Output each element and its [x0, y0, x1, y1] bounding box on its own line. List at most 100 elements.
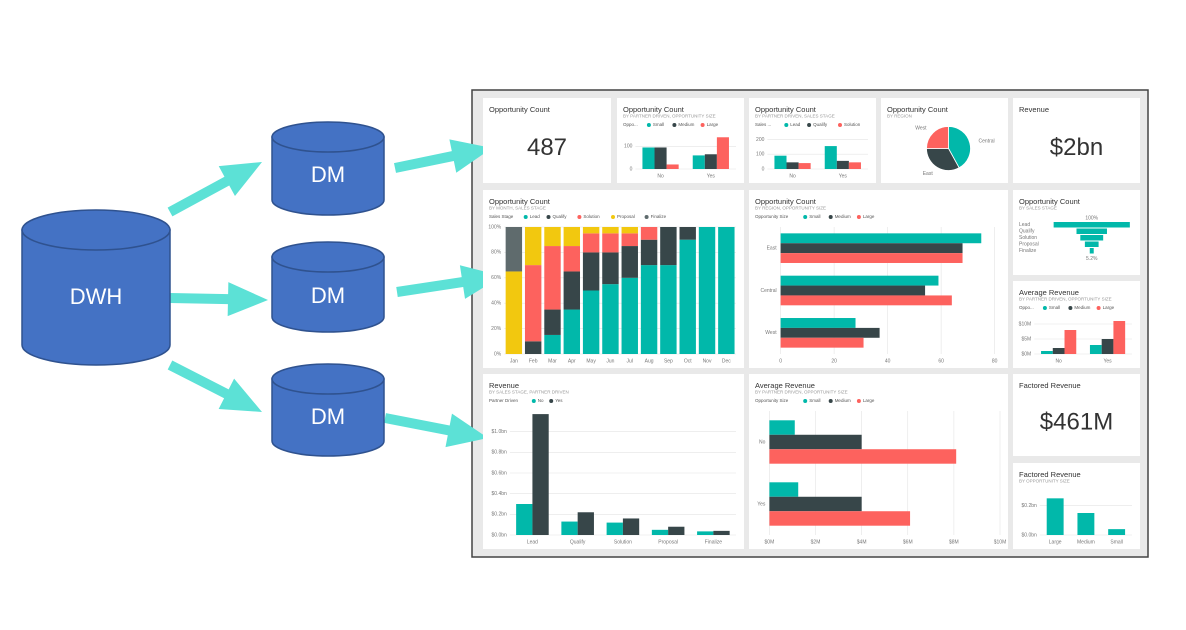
x-tick-label: Nov — [703, 358, 712, 364]
legend-label: Large — [863, 214, 875, 219]
y-tick-label: 200 — [756, 137, 765, 143]
legend-label: Solution — [844, 122, 861, 127]
legend-dot — [546, 215, 551, 219]
bar — [606, 522, 623, 535]
legend-label: Small — [809, 398, 820, 403]
legend-dot — [828, 399, 833, 403]
y-tick-label: 100% — [488, 224, 501, 230]
bar — [769, 496, 862, 512]
x-tick-label: Medium — [1077, 539, 1095, 545]
bar — [780, 253, 963, 263]
bar-segment — [524, 341, 542, 354]
pie-label: West — [915, 125, 927, 131]
bar-segment — [563, 227, 581, 247]
bar-segment — [563, 271, 581, 310]
legend-label: Yes — [555, 398, 563, 403]
bar-segment — [602, 233, 619, 253]
node-label: DWH — [70, 284, 123, 309]
legend-title: Oppo... — [1019, 305, 1034, 310]
tile-subtitle: BY MONTH, SALES STAGE — [489, 206, 546, 211]
bar-segment — [640, 227, 658, 240]
funnel-stage: Lead — [1019, 222, 1030, 228]
legend-dot — [1042, 306, 1047, 310]
x-tick-label: Jun — [606, 358, 614, 364]
legend-label: Small — [809, 214, 820, 219]
x-tick-label: Finalize — [705, 539, 722, 545]
y-tick-label: No — [759, 439, 766, 445]
x-tick-label: Mar — [548, 358, 557, 364]
legend-title: Oppo... — [623, 122, 638, 127]
card-value: $461M — [1040, 408, 1113, 435]
arrow — [396, 265, 502, 299]
bar — [1101, 339, 1114, 354]
bar — [654, 147, 667, 169]
card-value: 487 — [527, 134, 567, 161]
x-tick-label: Proposal — [658, 539, 678, 545]
y-tick-label: $0.2bn — [492, 512, 508, 518]
y-tick-label: 100 — [756, 152, 765, 158]
bar-segment — [563, 309, 581, 354]
y-tick-label: Central — [760, 288, 776, 294]
bar — [780, 275, 939, 286]
legend-dot — [828, 215, 833, 219]
bar — [532, 414, 549, 535]
x-tick-label: $8M — [949, 539, 959, 545]
bar — [713, 530, 730, 535]
arrow — [167, 360, 262, 412]
tile-title: Opportunity Count — [489, 105, 551, 114]
bar-segment — [582, 233, 600, 253]
legend-dot — [803, 399, 808, 403]
funnel-bar — [1084, 241, 1099, 247]
x-tick-label: $0M — [765, 539, 775, 545]
y-tick-label: $0.0bn — [492, 532, 508, 538]
x-tick-label: Dec — [722, 358, 731, 364]
x-tick-label: Sep — [664, 358, 673, 364]
y-tick-label: $0.8bn — [492, 450, 508, 456]
funnel-bar — [1076, 228, 1107, 234]
legend-dot — [1096, 306, 1101, 310]
y-tick-label: Yes — [757, 501, 766, 507]
bar — [1064, 330, 1077, 354]
legend-dot — [644, 215, 649, 219]
funnel-stage: Qualify — [1019, 229, 1035, 235]
y-tick-label: $10M — [1019, 321, 1032, 327]
x-tick-label: $4M — [857, 539, 867, 545]
bar — [1108, 529, 1126, 535]
tile-title: Opportunity Count — [1019, 197, 1081, 206]
cylinder-body — [271, 378, 385, 457]
x-tick-label: 60 — [938, 358, 944, 364]
x-tick-label: Yes — [707, 173, 716, 179]
x-tick-label: Solution — [614, 539, 632, 545]
bar-segment — [621, 277, 638, 354]
x-tick-label: Large — [1049, 539, 1062, 545]
legend-label: Small — [1049, 305, 1060, 310]
bar — [516, 504, 533, 535]
x-tick-label: Yes — [839, 173, 848, 179]
bar — [1052, 348, 1065, 354]
y-tick-label: $1.0bn — [492, 429, 508, 435]
arrow — [169, 282, 268, 317]
x-tick-label: Oct — [684, 358, 692, 364]
y-tick-label: $0.6bn — [492, 470, 508, 476]
y-tick-label: $0.0bn — [1022, 532, 1038, 538]
bar — [1113, 321, 1126, 354]
legend-label: Medium — [1074, 305, 1090, 310]
bar-segment — [505, 271, 523, 354]
x-tick-label: 80 — [992, 358, 998, 364]
bar — [561, 521, 578, 535]
funnel-stage: Proposal — [1019, 242, 1039, 248]
tile-subtitle: BY SALES STAGE, PARTNER DRIVEN — [489, 390, 569, 395]
legend-dot — [1068, 306, 1073, 310]
bar — [824, 146, 837, 169]
bar-segment — [544, 309, 561, 335]
legend-dot — [803, 215, 808, 219]
cylinder-body — [271, 136, 385, 216]
bar-segment — [698, 227, 716, 354]
x-tick-label: Jul — [627, 358, 633, 364]
legend-label: Large — [707, 122, 719, 127]
tile — [483, 98, 611, 183]
y-tick-label: 100 — [624, 144, 633, 150]
legend-title: Opportunity Size — [755, 398, 789, 403]
legend-label: Lead — [790, 122, 801, 127]
